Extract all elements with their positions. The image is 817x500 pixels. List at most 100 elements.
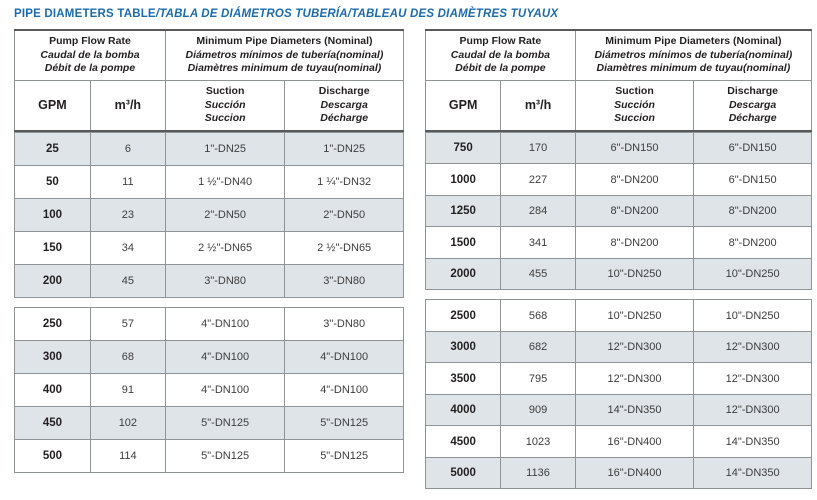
m3h-cell: 341 [500,226,576,259]
header-m3h: m³/h [89,79,166,132]
table-row: 3500 795 12"-DN300 12"-DN300 [424,362,812,395]
m3h-cell: 1136 [500,456,576,490]
m3h-cell: 455 [500,257,576,291]
suction-cell: 12"-DN300 [574,362,695,395]
table-row: 250 57 4"-DN100 3"-DN80 [14,306,404,341]
m3h-cell: 68 [89,339,166,374]
page-title: PIPE DIAMETERS TABLE/TABLA DE DIÁMETROS … [14,8,812,20]
table-row: 150 34 2 ½"-DN65 2 ½"-DN65 [14,230,404,265]
header-line-es: Diámetros mínimos de tubería(nominal) [594,48,793,61]
suction-cell: 1"-DN25 [164,131,286,166]
m3h-cell: 6 [89,131,166,166]
table-row: 200 45 3"-DN80 3"-DN80 [14,263,404,298]
header-suction: Suction Succión Succion [574,79,695,132]
header-pump-flow-rate: Pump Flow Rate Caudal de la bomba Débit … [425,29,576,81]
gpm-cell: 2500 [424,299,502,332]
m3h-cell: 45 [89,263,166,298]
header-gpm: GPM [424,79,502,132]
page-title-translations: /TABLA DE DIÁMETROS TUBERÍA/TABLEAU DES … [155,8,559,20]
header-min-pipe-diameters: Minimum Pipe Diameters (Nominal) Diámetr… [164,29,405,81]
suction-cell: 1 ½"-DN40 [164,164,286,199]
discharge-cell: 2"-DN50 [284,197,404,232]
header-line-fr: Diamètres minimum de tuyau(nominal) [596,62,791,75]
discharge-cell: 4"-DN100 [284,372,404,407]
gpm-cell: 1000 [424,163,502,196]
suction-cell: 5"-DN125 [164,405,286,440]
m3h-cell: 909 [500,393,576,427]
m3h-cell: 11 [89,164,166,199]
gpm-cell: 100 [14,197,91,232]
discharge-cell: 1"-DN25 [284,131,404,166]
discharge-cell: 14"-DN350 [693,456,812,490]
pipe-table-high-flow: Pump Flow Rate Caudal de la bomba Débit … [424,29,813,490]
suction-cell: 16"-DN400 [574,425,695,458]
table-row: 300 68 4"-DN100 4"-DN100 [14,339,404,374]
suction-cell: 4"-DN100 [164,339,286,374]
gpm-cell: 150 [14,230,91,265]
table-row: 1000 227 8"-DN200 6"-DN150 [424,163,812,196]
document-page: PIPE DIAMETERS TABLE/TABLA DE DIÁMETROS … [14,8,813,490]
discharge-cell: 2 ½"-DN65 [284,230,404,265]
suction-cell: 14"-DN350 [574,393,695,427]
gpm-cell: 5000 [424,456,502,490]
discharge-cell: 12"-DN300 [693,393,812,427]
discharge-cell: 8"-DN200 [693,226,812,259]
discharge-cell: 10"-DN250 [693,299,812,332]
header-sub-row: GPM m³/h Suction Succión Succion Dischar… [14,79,404,132]
gpm-cell: 50 [14,164,91,199]
m3h-cell: 57 [89,306,166,341]
gpm-cell: 250 [14,306,91,341]
table-row: 1250 284 8"-DN200 8"-DN200 [424,194,812,228]
header-group-row: Pump Flow Rate Caudal de la bomba Débit … [425,29,813,81]
table-row: 2000 455 10"-DN250 10"-DN250 [424,257,812,291]
header-sub-row: GPM m³/h Suction Succión Succion Dischar… [424,79,812,132]
gpm-cell: 750 [424,131,502,165]
discharge-cell: 3"-DN80 [284,306,404,341]
discharge-cell: 6"-DN150 [693,163,812,196]
suction-cell: 8"-DN200 [574,226,695,259]
gpm-cell: 2000 [424,257,502,291]
tables-row: Pump Flow Rate Caudal de la bomba Débit … [14,29,813,490]
suction-cell: 8"-DN200 [574,163,695,196]
left-table-block-1: 25 6 1"-DN25 1"-DN25 50 11 1 ½"-DN40 1 ¼"-DN32 1… [14,131,404,298]
gpm-cell: 1500 [424,226,502,259]
suction-cell: 10"-DN250 [574,257,695,291]
right-table-block-2: 2500 568 10"-DN250 10"-DN250 3000 682 12"-DN30… [424,299,812,490]
m3h-cell: 568 [500,299,576,332]
suction-cell: 12"-DN300 [574,330,695,364]
table-row: 2500 568 10"-DN250 10"-DN250 [424,299,812,332]
gpm-cell: 4000 [424,393,502,427]
suction-cell: 5"-DN125 [164,438,286,473]
m3h-cell: 170 [500,131,576,165]
discharge-cell: 6"-DN150 [693,131,812,165]
header-line-es: Diámetros mínimos de tubería(nominal) [185,48,384,61]
header-discharge: Discharge Descarga Décharge [284,79,404,132]
header-group-row: Pump Flow Rate Caudal de la bomba Débit … [14,29,405,81]
gpm-cell: 3000 [424,330,502,364]
suction-cell: 4"-DN100 [164,372,286,407]
page-title-english: PIPE DIAMETERS TABLE [14,8,156,20]
table-header: Pump Flow Rate Caudal de la bomba Débit … [424,29,813,132]
discharge-cell: 5"-DN125 [284,405,404,440]
table-row: 450 102 5"-DN125 5"-DN125 [14,405,404,440]
m3h-cell: 91 [89,372,166,407]
m3h-cell: 23 [89,197,166,232]
header-line-fr: Débit de la pompe [44,62,136,75]
header-suction: Suction Succión Succion [164,79,286,132]
discharge-cell: 14"-DN350 [693,425,812,458]
header-line-es: Caudal de la bomba [40,48,140,61]
discharge-cell: 3"-DN80 [284,263,404,298]
gpm-cell: 3500 [424,362,502,395]
table-row: 400 91 4"-DN100 4"-DN100 [14,372,404,407]
gpm-cell: 1250 [424,194,502,228]
table-row: 4000 909 14"-DN350 12"-DN300 [424,393,812,427]
suction-cell: 6"-DN150 [574,131,695,165]
table-header: Pump Flow Rate Caudal de la bomba Débit … [14,29,405,132]
table-row: 750 170 6"-DN150 6"-DN150 [424,131,812,165]
header-pump-flow-rate: Pump Flow Rate Caudal de la bomba Débit … [14,29,166,81]
gpm-cell: 200 [14,263,91,298]
suction-cell: 10"-DN250 [574,299,695,332]
table-row: 3000 682 12"-DN300 12"-DN300 [424,330,812,364]
block-divider-gap [14,298,404,307]
header-line-en: Minimum Pipe Diameters (Nominal) [605,35,782,47]
